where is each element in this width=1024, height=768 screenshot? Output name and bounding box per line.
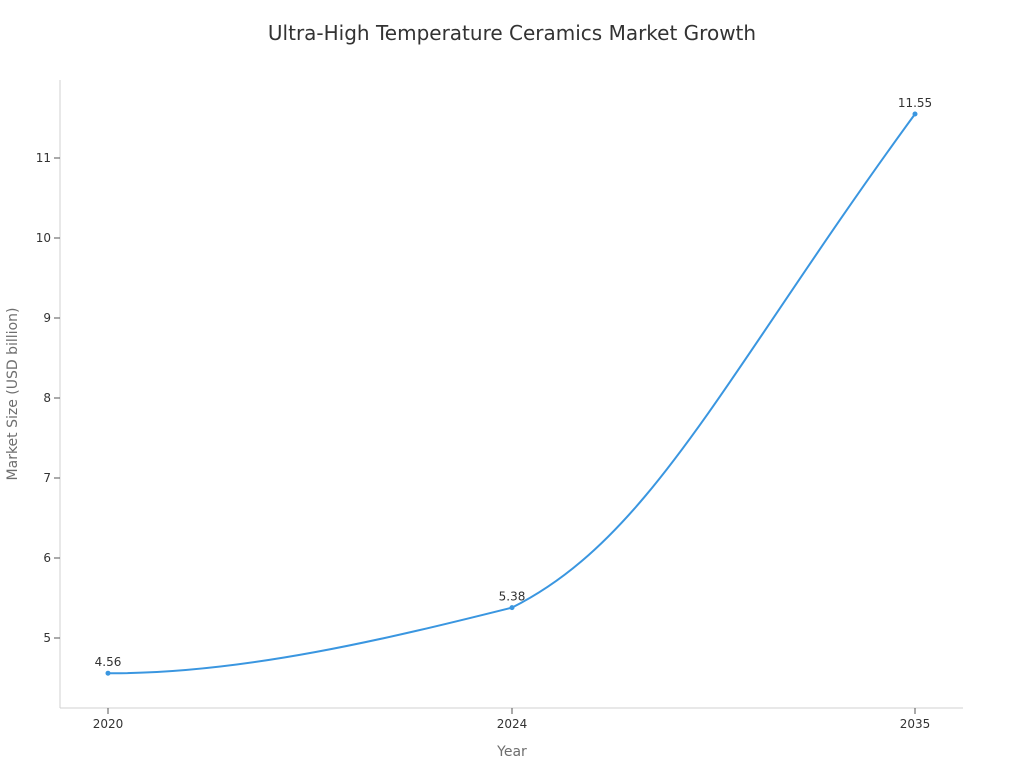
data-point xyxy=(105,670,111,676)
data-points: 4.56 5.38 11.55 xyxy=(95,96,932,676)
y-tick-label: 11 xyxy=(36,151,51,165)
market-size-line xyxy=(107,113,916,675)
data-label: 11.55 xyxy=(898,96,932,110)
x-axis-title: Year xyxy=(496,744,527,760)
x-axis-ticks: 2020 2024 2035 xyxy=(93,708,931,731)
data-point xyxy=(912,111,918,117)
y-tick-label: 10 xyxy=(36,231,51,245)
y-axis-ticks: 5 6 7 8 9 10 11 xyxy=(36,151,60,645)
x-tick-label: 2035 xyxy=(900,717,931,731)
data-label: 4.56 xyxy=(95,655,122,669)
data-label: 5.38 xyxy=(499,590,526,604)
y-axis-title: Market Size (USD billion) xyxy=(5,308,21,481)
data-point xyxy=(509,605,515,611)
chart-title: Ultra-High Temperature Ceramics Market G… xyxy=(268,21,756,45)
x-tick-label: 2020 xyxy=(93,717,124,731)
y-tick-label: 5 xyxy=(43,631,51,645)
y-tick-label: 9 xyxy=(43,311,51,325)
y-tick-label: 7 xyxy=(43,471,51,485)
x-tick-label: 2024 xyxy=(497,717,528,731)
y-tick-label: 8 xyxy=(43,391,51,405)
y-tick-label: 6 xyxy=(43,551,51,565)
